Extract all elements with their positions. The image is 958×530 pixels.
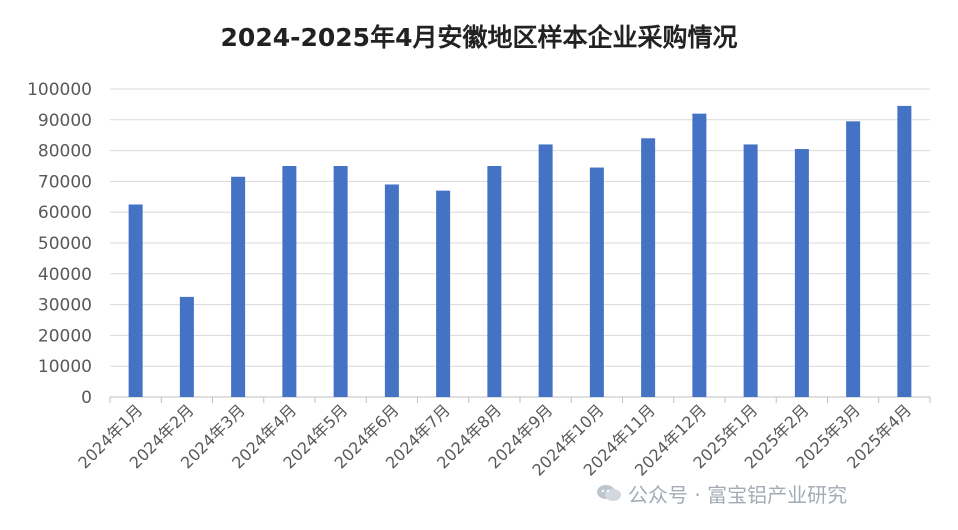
gridlines bbox=[110, 88, 930, 398]
bar bbox=[384, 184, 399, 397]
y-tick-label: 50000 bbox=[38, 234, 92, 254]
y-tick-label: 30000 bbox=[38, 296, 92, 316]
watermark: 公众号 · 富宝铝产业研究 bbox=[596, 478, 847, 508]
bar bbox=[179, 296, 194, 397]
chart-title: 2024-2025年4月安徽地区样本企业采购情况 bbox=[220, 23, 738, 52]
y-tick-label: 20000 bbox=[38, 326, 92, 346]
bar bbox=[231, 176, 246, 397]
bar bbox=[128, 204, 143, 397]
y-tick-label: 70000 bbox=[38, 172, 92, 192]
x-axis: 2024年1月2024年2月2024年3月2024年4月2024年5月2024年… bbox=[74, 397, 931, 480]
bar bbox=[589, 167, 604, 397]
bar bbox=[692, 113, 707, 397]
y-axis: 0 10000 20000 30000 40000 50000 60000 70000 8000… bbox=[27, 80, 92, 408]
bar bbox=[487, 166, 502, 397]
y-tick-label: 0 bbox=[81, 388, 92, 408]
bar bbox=[743, 144, 758, 397]
bar bbox=[794, 149, 809, 397]
bar bbox=[897, 105, 912, 397]
bars bbox=[128, 105, 912, 397]
y-tick-label: 80000 bbox=[38, 142, 92, 162]
y-tick-label: 100000 bbox=[27, 80, 92, 100]
bar bbox=[641, 138, 656, 397]
y-tick-label: 40000 bbox=[38, 265, 92, 285]
bar bbox=[436, 190, 451, 397]
y-tick-label: 90000 bbox=[38, 111, 92, 131]
y-tick-label: 10000 bbox=[38, 357, 92, 377]
bar bbox=[282, 166, 297, 397]
bar bbox=[333, 166, 348, 397]
bar bbox=[846, 121, 861, 397]
wechat-icon bbox=[597, 485, 621, 501]
bar bbox=[538, 144, 553, 397]
y-tick-label: 60000 bbox=[38, 203, 92, 223]
watermark-text: 公众号 · 富宝铝产业研究 bbox=[628, 482, 848, 507]
